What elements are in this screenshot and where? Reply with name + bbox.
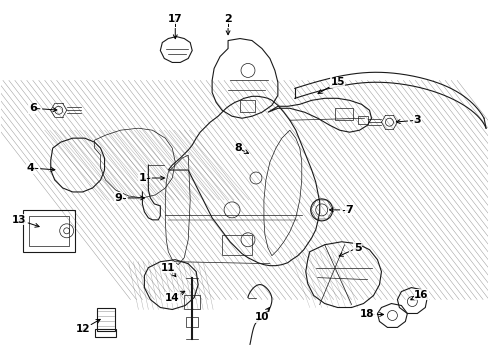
Text: 8: 8 — [234, 143, 242, 153]
Text: 6: 6 — [29, 103, 37, 113]
Text: 16: 16 — [413, 289, 427, 300]
Text: 17: 17 — [167, 14, 182, 24]
Text: 5: 5 — [353, 243, 361, 253]
Bar — [184, 294, 200, 310]
Bar — [357, 116, 367, 124]
Bar — [186, 318, 198, 328]
Text: 15: 15 — [330, 77, 344, 87]
Bar — [334, 108, 352, 120]
Text: 9: 9 — [114, 193, 122, 203]
Text: 3: 3 — [413, 115, 420, 125]
Bar — [23, 210, 75, 252]
Text: 7: 7 — [345, 205, 353, 215]
Bar — [96, 307, 114, 332]
Text: 2: 2 — [224, 14, 231, 24]
Text: 12: 12 — [75, 324, 90, 334]
Text: 14: 14 — [164, 293, 179, 302]
Text: 4: 4 — [27, 163, 35, 173]
Bar — [94, 329, 116, 337]
Bar — [240, 100, 254, 112]
Text: 18: 18 — [360, 310, 374, 319]
Bar — [29, 216, 68, 246]
Text: 13: 13 — [12, 215, 26, 225]
Text: 11: 11 — [161, 263, 175, 273]
Text: 1: 1 — [138, 173, 146, 183]
Text: 10: 10 — [254, 312, 268, 323]
